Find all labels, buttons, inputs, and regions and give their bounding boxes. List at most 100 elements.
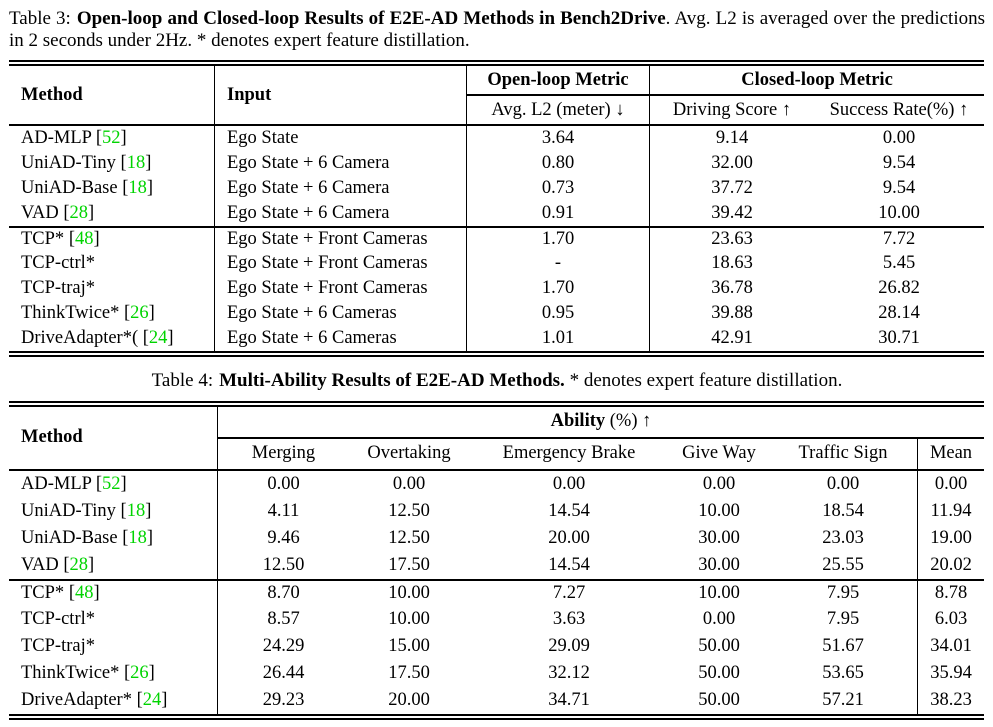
mean-cell: 19.00 [917, 524, 984, 552]
table4-header-ability-group: Ability (%) ↑ [217, 406, 984, 439]
table-row: AD-MLP [52] 0.00 0.00 0.00 0.00 0.00 0.0… [9, 470, 984, 498]
citation-link[interactable]: 48 [74, 582, 94, 603]
citation-link[interactable]: 28 [69, 554, 89, 575]
avg-l2-cell: 0.73 [466, 176, 649, 201]
success-rate-cell: 26.82 [878, 278, 920, 298]
method-label: UniAD-Tiny [21, 153, 116, 173]
table-row: UniAD-Tiny [18] Ego State + 6 Camera 0.8… [9, 151, 984, 176]
traffic-sign-cell: 51.67 [822, 635, 864, 656]
table-row: DriveAdapter* [24] 29.23 20.00 34.71 50.… [9, 686, 984, 714]
method-cell: UniAD-Base [18] [9, 176, 214, 201]
avg-l2-cell: 1.01 [466, 326, 649, 351]
table-row: TCP* [48] Ego State + Front Cameras 1.70… [9, 226, 984, 251]
cite-open: [ [120, 500, 127, 521]
table3-header-method: Method [9, 66, 214, 126]
merging-cell: 0.00 [217, 470, 349, 498]
method-label: UniAD-Base [21, 527, 118, 548]
cite-close: ] [161, 689, 168, 710]
cite-open: [ [124, 662, 131, 683]
citation-link[interactable]: 18 [126, 500, 146, 521]
method-cell: UniAD-Tiny [18] [9, 151, 214, 176]
method-label: TCP-ctrl* [21, 253, 95, 273]
method-cell: DriveAdapter* [24] [9, 687, 217, 714]
traffic-sign-cell: 0.00 [826, 473, 860, 494]
method-cell: TCP* [48] [9, 578, 217, 606]
driving-score-cell: 23.63 [649, 226, 814, 251]
give-way-cell: 50.00 [698, 662, 740, 683]
citation-link[interactable]: 52 [102, 473, 121, 494]
citation-link[interactable]: 48 [74, 229, 94, 249]
avg-l2-cell: 1.70 [466, 276, 649, 301]
cite-close: ] [120, 128, 127, 148]
cite-open: [ [136, 689, 143, 710]
table3-header-row-1: Method Input Open-loop Metric Closed-loo… [9, 66, 984, 126]
table4-header-merging: Merging [217, 438, 349, 471]
traffic-sign-cell: 18.54 [822, 500, 864, 521]
citation-link[interactable]: 26 [130, 662, 149, 683]
cite-open: [ [122, 178, 129, 198]
citation-link[interactable]: 24 [142, 689, 162, 710]
give-way-cell: 10.00 [698, 500, 740, 521]
table-row: UniAD-Base [18] 9.46 12.50 20.00 30.00 2… [9, 524, 984, 552]
give-way-cell: 0.00 [702, 473, 736, 494]
cite-close: ] [148, 303, 155, 323]
merging-cell: 8.70 [217, 578, 349, 606]
table-row: TCP* [48] 8.70 10.00 7.27 10.00 7.95 8.7… [9, 578, 984, 606]
table3-header-avg-l2: Avg. L2 (meter) ↓ [466, 96, 649, 126]
table3: Method Input Open-loop Metric Closed-loo… [9, 60, 984, 357]
citation-link[interactable]: 18 [128, 178, 147, 198]
table4-header-give-way: Give Way [669, 439, 769, 471]
emergency-brake-cell: 14.54 [548, 500, 590, 521]
method-cell: DriveAdapter*( [24] [9, 326, 214, 351]
cite-open: [ [142, 328, 149, 348]
overtaking-cell: 17.50 [388, 554, 430, 575]
cite-close: ] [88, 203, 95, 223]
avg-l2-cell: 0.91 [466, 201, 649, 226]
input-cell: Ego State + 6 Camera [214, 201, 466, 226]
merging-cell: 4.11 [217, 497, 349, 525]
table3-header-row-2: Avg. L2 (meter) ↓ Driving Score ↑ Succes… [9, 96, 984, 126]
cite-close: ] [145, 153, 152, 173]
cite-close: ] [93, 582, 100, 603]
merging-cell: 29.23 [217, 686, 349, 714]
avg-l2-cell: 0.80 [466, 151, 649, 176]
method-cell: TCP-ctrl* [9, 251, 214, 276]
avg-l2-cell: - [466, 251, 649, 276]
give-way-cell: 0.00 [702, 608, 736, 629]
avg-l2-cell: 1.70 [466, 226, 649, 251]
method-cell: UniAD-Base [18] [9, 525, 217, 552]
success-rate-cell: 5.45 [882, 253, 916, 273]
method-label: AD-MLP [21, 128, 92, 148]
citation-link[interactable]: 28 [69, 203, 89, 223]
emergency-brake-cell: 3.63 [552, 608, 586, 629]
citation-link[interactable]: 18 [126, 153, 146, 173]
method-label: TCP-traj* [21, 278, 95, 298]
emergency-brake-cell: 0.00 [552, 473, 586, 494]
input-cell: Ego State + 6 Cameras [214, 301, 466, 326]
merging-cell: 24.29 [217, 632, 349, 660]
cite-open: [ [122, 527, 129, 548]
mean-cell: 11.94 [917, 497, 984, 525]
traffic-sign-cell: 53.65 [822, 662, 864, 683]
merging-cell: 26.44 [217, 659, 349, 687]
citation-link[interactable]: 26 [130, 303, 149, 323]
input-cell: Ego State [214, 126, 466, 151]
citation-link[interactable]: 52 [102, 128, 121, 148]
table4-header-row-1: Method Ability (%) ↑ [9, 406, 984, 471]
avg-l2-cell: 0.95 [466, 301, 649, 326]
citation-link[interactable]: 18 [128, 527, 147, 548]
cite-close: ] [148, 662, 155, 683]
driving-score-cell: 39.88 [649, 301, 814, 326]
cite-open: [ [95, 128, 103, 148]
method-label: UniAD-Base [21, 178, 118, 198]
citation-link[interactable]: 24 [148, 328, 168, 348]
method-cell: VAD [28] [9, 552, 217, 579]
method-label: TCP-ctrl* [21, 608, 95, 629]
cite-open: [ [120, 153, 127, 173]
method-cell: TCP-ctrl* [9, 606, 217, 633]
method-label: DriveAdapter*( [21, 328, 139, 348]
emergency-brake-cell: 29.09 [548, 635, 590, 656]
cite-open: [ [63, 554, 70, 575]
method-label: AD-MLP [21, 473, 92, 494]
